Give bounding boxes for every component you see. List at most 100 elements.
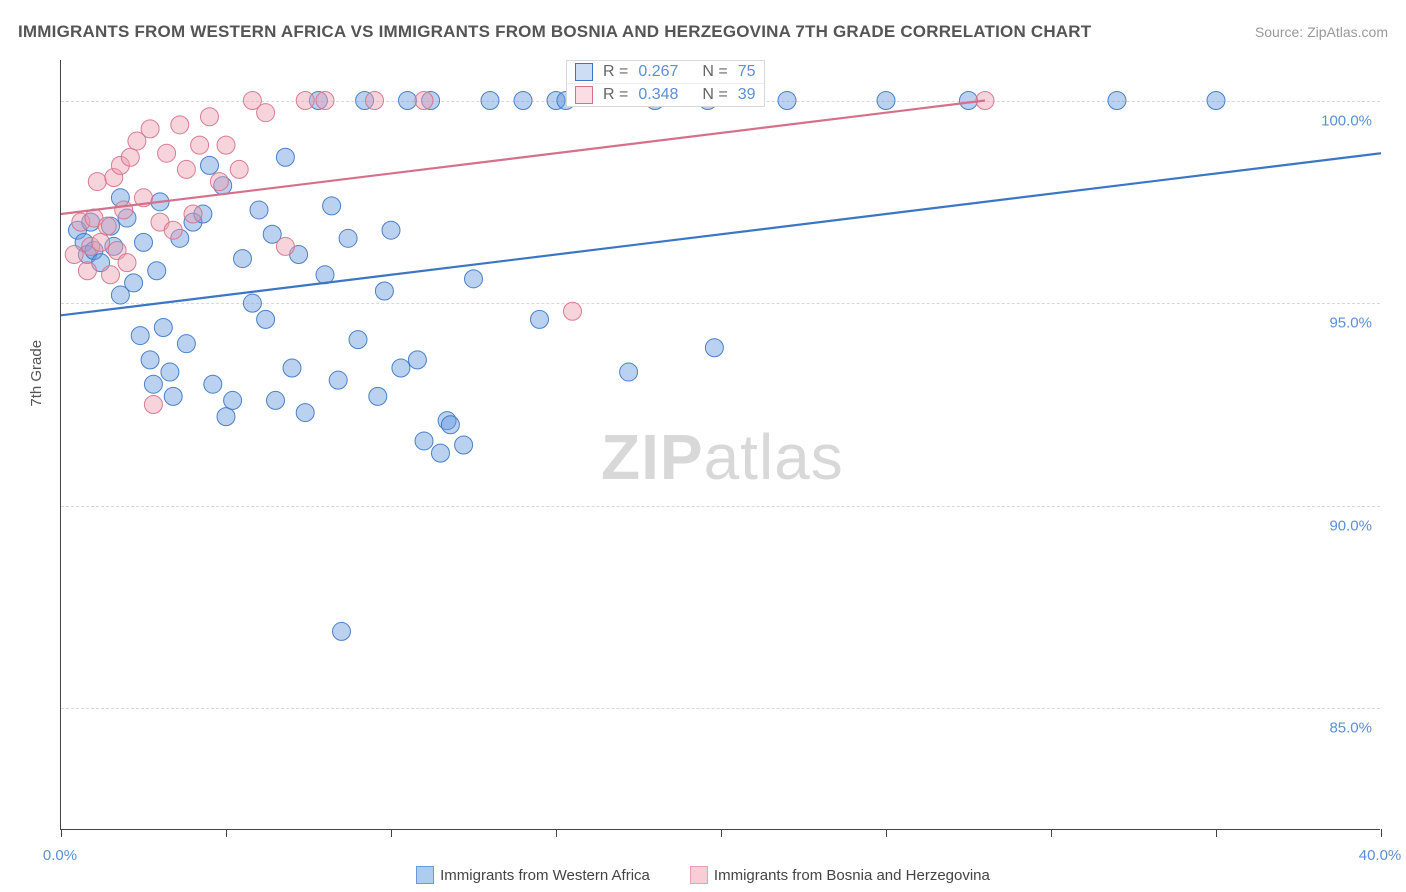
- scatter-point: [144, 395, 162, 413]
- title-bar: IMMIGRANTS FROM WESTERN AFRICA VS IMMIGR…: [18, 18, 1388, 46]
- xtick: [721, 829, 722, 837]
- scatter-point: [115, 201, 133, 219]
- scatter-point: [88, 173, 106, 191]
- scatter-point: [481, 92, 499, 110]
- legend-swatch: [416, 866, 434, 884]
- xtick-label: 40.0%: [1359, 847, 1402, 864]
- scatter-point: [276, 148, 294, 166]
- scatter-point: [234, 250, 252, 268]
- scatter-point: [135, 233, 153, 251]
- scatter-point: [276, 237, 294, 255]
- scatter-point: [399, 92, 417, 110]
- scatter-point: [144, 375, 162, 393]
- trend-line: [61, 101, 985, 214]
- legend-label: Immigrants from Western Africa: [440, 867, 650, 884]
- legend-label: Immigrants from Bosnia and Herzegovina: [714, 867, 990, 884]
- legend: Immigrants from Western Africa Immigrants…: [0, 866, 1406, 884]
- scatter-point: [177, 160, 195, 178]
- scatter-point: [164, 387, 182, 405]
- scatter-point: [296, 404, 314, 422]
- scatter-point: [164, 221, 182, 239]
- scatter-point: [243, 294, 261, 312]
- stats-n-label: N =: [702, 86, 727, 104]
- xtick: [226, 829, 227, 837]
- scatter-point: [531, 310, 549, 328]
- scatter-point: [369, 387, 387, 405]
- scatter-point: [333, 622, 351, 640]
- stats-swatch: [575, 86, 593, 104]
- xtick: [1216, 829, 1217, 837]
- scatter-point: [382, 221, 400, 239]
- scatter-point: [141, 351, 159, 369]
- scatter-point: [1108, 92, 1126, 110]
- stats-r-label: R =: [603, 63, 628, 81]
- scatter-point: [98, 217, 116, 235]
- scatter-point: [375, 282, 393, 300]
- ytick-label: 90.0%: [1329, 517, 1372, 534]
- scatter-point: [65, 246, 83, 264]
- scatter-point: [102, 266, 120, 284]
- trend-line: [61, 153, 1381, 315]
- xtick: [556, 829, 557, 837]
- scatter-point: [296, 92, 314, 110]
- scatter-point: [154, 318, 172, 336]
- scatter-point: [125, 274, 143, 292]
- legend-item: Immigrants from Western Africa: [416, 866, 650, 884]
- scatter-point: [366, 92, 384, 110]
- scatter-point: [78, 262, 96, 280]
- stats-n-label: N =: [702, 63, 727, 81]
- scatter-point: [705, 339, 723, 357]
- xtick: [886, 829, 887, 837]
- y-axis-label: 7th Grade: [28, 340, 45, 407]
- scatter-point: [339, 229, 357, 247]
- scatter-point: [161, 363, 179, 381]
- scatter-point: [131, 327, 149, 345]
- ytick-label: 95.0%: [1329, 315, 1372, 332]
- scatter-point: [184, 205, 202, 223]
- scatter-point: [408, 351, 426, 369]
- stats-r-label: R =: [603, 86, 628, 104]
- stats-n-value: 75: [738, 63, 756, 81]
- scatter-point: [204, 375, 222, 393]
- legend-item: Immigrants from Bosnia and Herzegovina: [690, 866, 990, 884]
- scatter-point: [224, 391, 242, 409]
- scatter-point: [217, 408, 235, 426]
- scatter-point: [92, 233, 110, 251]
- scatter-point: [177, 335, 195, 353]
- scatter-point: [960, 92, 978, 110]
- source-label: Source: ZipAtlas.com: [1255, 24, 1388, 40]
- ytick-label: 85.0%: [1329, 720, 1372, 737]
- scatter-point: [171, 116, 189, 134]
- xtick-label: 0.0%: [43, 847, 77, 864]
- scatter-point: [564, 302, 582, 320]
- scatter-point: [201, 156, 219, 174]
- stats-swatch: [575, 63, 593, 81]
- stats-row: R = 0.267 N = 75: [567, 61, 764, 84]
- chart-title: IMMIGRANTS FROM WESTERN AFRICA VS IMMIGR…: [18, 22, 1091, 42]
- scatter-point: [257, 104, 275, 122]
- scatter-point: [316, 92, 334, 110]
- scatter-point: [148, 262, 166, 280]
- stats-n-value: 39: [738, 86, 756, 104]
- scatter-point: [877, 92, 895, 110]
- scatter-point: [267, 391, 285, 409]
- scatter-point: [121, 148, 139, 166]
- scatter-point: [415, 92, 433, 110]
- chart-area: ZIPatlas R =0.267N =75R =0.348N =39 85.0…: [60, 60, 1380, 830]
- scatter-point: [455, 436, 473, 454]
- xtick: [1381, 829, 1382, 837]
- stats-r-value: 0.348: [638, 86, 678, 104]
- plot-svg: [61, 60, 1381, 830]
- scatter-point: [210, 173, 228, 191]
- stats-r-value: 0.267: [638, 63, 678, 81]
- ytick-label: 100.0%: [1321, 112, 1372, 129]
- scatter-point: [514, 92, 532, 110]
- scatter-point: [349, 331, 367, 349]
- scatter-point: [217, 136, 235, 154]
- scatter-point: [250, 201, 268, 219]
- xtick: [61, 829, 62, 837]
- scatter-point: [141, 120, 159, 138]
- scatter-point: [778, 92, 796, 110]
- scatter-point: [201, 108, 219, 126]
- scatter-point: [191, 136, 209, 154]
